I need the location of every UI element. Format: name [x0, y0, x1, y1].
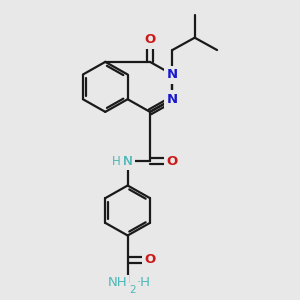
Text: NH: NH [108, 276, 128, 289]
Text: O: O [144, 254, 156, 266]
Text: 2: 2 [129, 286, 136, 296]
Text: H: H [111, 154, 120, 167]
Text: N: N [123, 154, 133, 167]
Text: ·H: ·H [137, 276, 151, 289]
Text: O: O [144, 33, 156, 46]
Text: N: N [167, 68, 178, 81]
Text: O: O [167, 154, 178, 167]
Text: N: N [167, 93, 178, 106]
Text: N: N [123, 154, 133, 167]
